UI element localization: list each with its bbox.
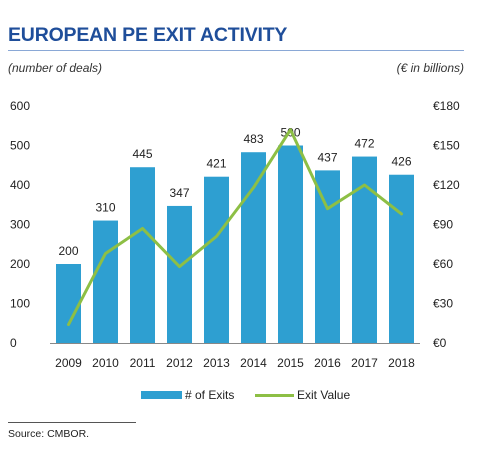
bar-data-label: 445 (132, 147, 152, 161)
bar-exits-2010 (93, 220, 118, 343)
bar-exits-2017 (352, 156, 377, 343)
right-axis-tick-label: €120 (433, 178, 460, 192)
bar-exits-2016 (315, 170, 340, 343)
bar-data-label: 437 (317, 150, 337, 164)
bar-exits-2018 (389, 174, 414, 343)
right-axis-tick-label: €0 (433, 336, 447, 350)
left-axis-tick-label: 300 (10, 218, 30, 232)
right-axis-unit: (€ in billions) (396, 61, 464, 75)
combo-chart: 0 100 200 300 400 500 600 €0 €30 €60 €90 €120 €150 €1… (10, 99, 460, 370)
chart-legend: # of Exits Exit Value (0, 388, 491, 404)
x-axis-tick-label: 2010 (92, 356, 119, 370)
legend-line-swatch (255, 393, 294, 397)
right-axis-tick-label: €30 (433, 297, 453, 311)
bar-data-label: 426 (391, 155, 411, 169)
legend-label-exit-value: Exit Value (297, 388, 351, 402)
bar-data-label: 310 (95, 201, 115, 215)
left-axis-tick-label: 0 (10, 336, 17, 350)
x-axis-tick-label: 2011 (130, 356, 156, 370)
x-axis-tick-label: 2012 (166, 356, 193, 370)
bar-exits-2009 (56, 264, 81, 343)
right-axis-tick-label: €60 (433, 257, 453, 271)
bar-data-label: 472 (354, 137, 374, 151)
legend-item-exits: # of Exits (141, 388, 234, 402)
legend-bar-swatch (141, 391, 182, 399)
chart-title: EUROPEAN PE EXIT ACTIVITY (8, 24, 288, 46)
right-axis-tick-label: €180 (433, 99, 460, 113)
x-axis-tick-label: 2015 (277, 356, 304, 370)
x-axis-tick-label: 2014 (240, 356, 267, 370)
legend-label-exits: # of Exits (185, 388, 235, 402)
right-axis-tick-label: €150 (433, 139, 460, 153)
left-axis-tick-label: 100 (10, 297, 30, 311)
left-axis-tick-label: 600 (10, 99, 30, 113)
left-axis-unit: (number of deals) (8, 61, 103, 75)
bar-data-label: 483 (243, 132, 263, 146)
x-axis-tick-label: 2017 (351, 356, 378, 370)
x-axis-tick-label: 2016 (314, 356, 341, 370)
right-axis-tick-label: €90 (433, 218, 453, 232)
bar-exits-2013 (204, 176, 229, 343)
x-axis-tick-label: 2009 (55, 356, 82, 370)
legend-item-exit-value: Exit Value (255, 388, 350, 402)
bar-exits-2011 (130, 167, 155, 343)
bar-data-label: 347 (169, 186, 189, 200)
source-note: Source: CMBOR. (8, 428, 90, 440)
bar-exits-2012 (167, 205, 192, 343)
title-underline (8, 50, 464, 51)
x-axis-tick-label: 2018 (388, 356, 415, 370)
left-axis-tick-label: 200 (10, 257, 30, 271)
x-axis-tick-label: 2013 (203, 356, 230, 370)
source-divider (8, 422, 136, 423)
line-exit-value (67, 128, 403, 327)
left-axis-tick-label: 400 (10, 178, 30, 192)
left-axis-tick-label: 500 (10, 139, 30, 153)
bar-exits-2014 (241, 152, 266, 343)
bar-data-label: 421 (206, 157, 226, 171)
bar-data-label: 200 (58, 244, 78, 258)
bar-exits-2015 (278, 145, 303, 343)
